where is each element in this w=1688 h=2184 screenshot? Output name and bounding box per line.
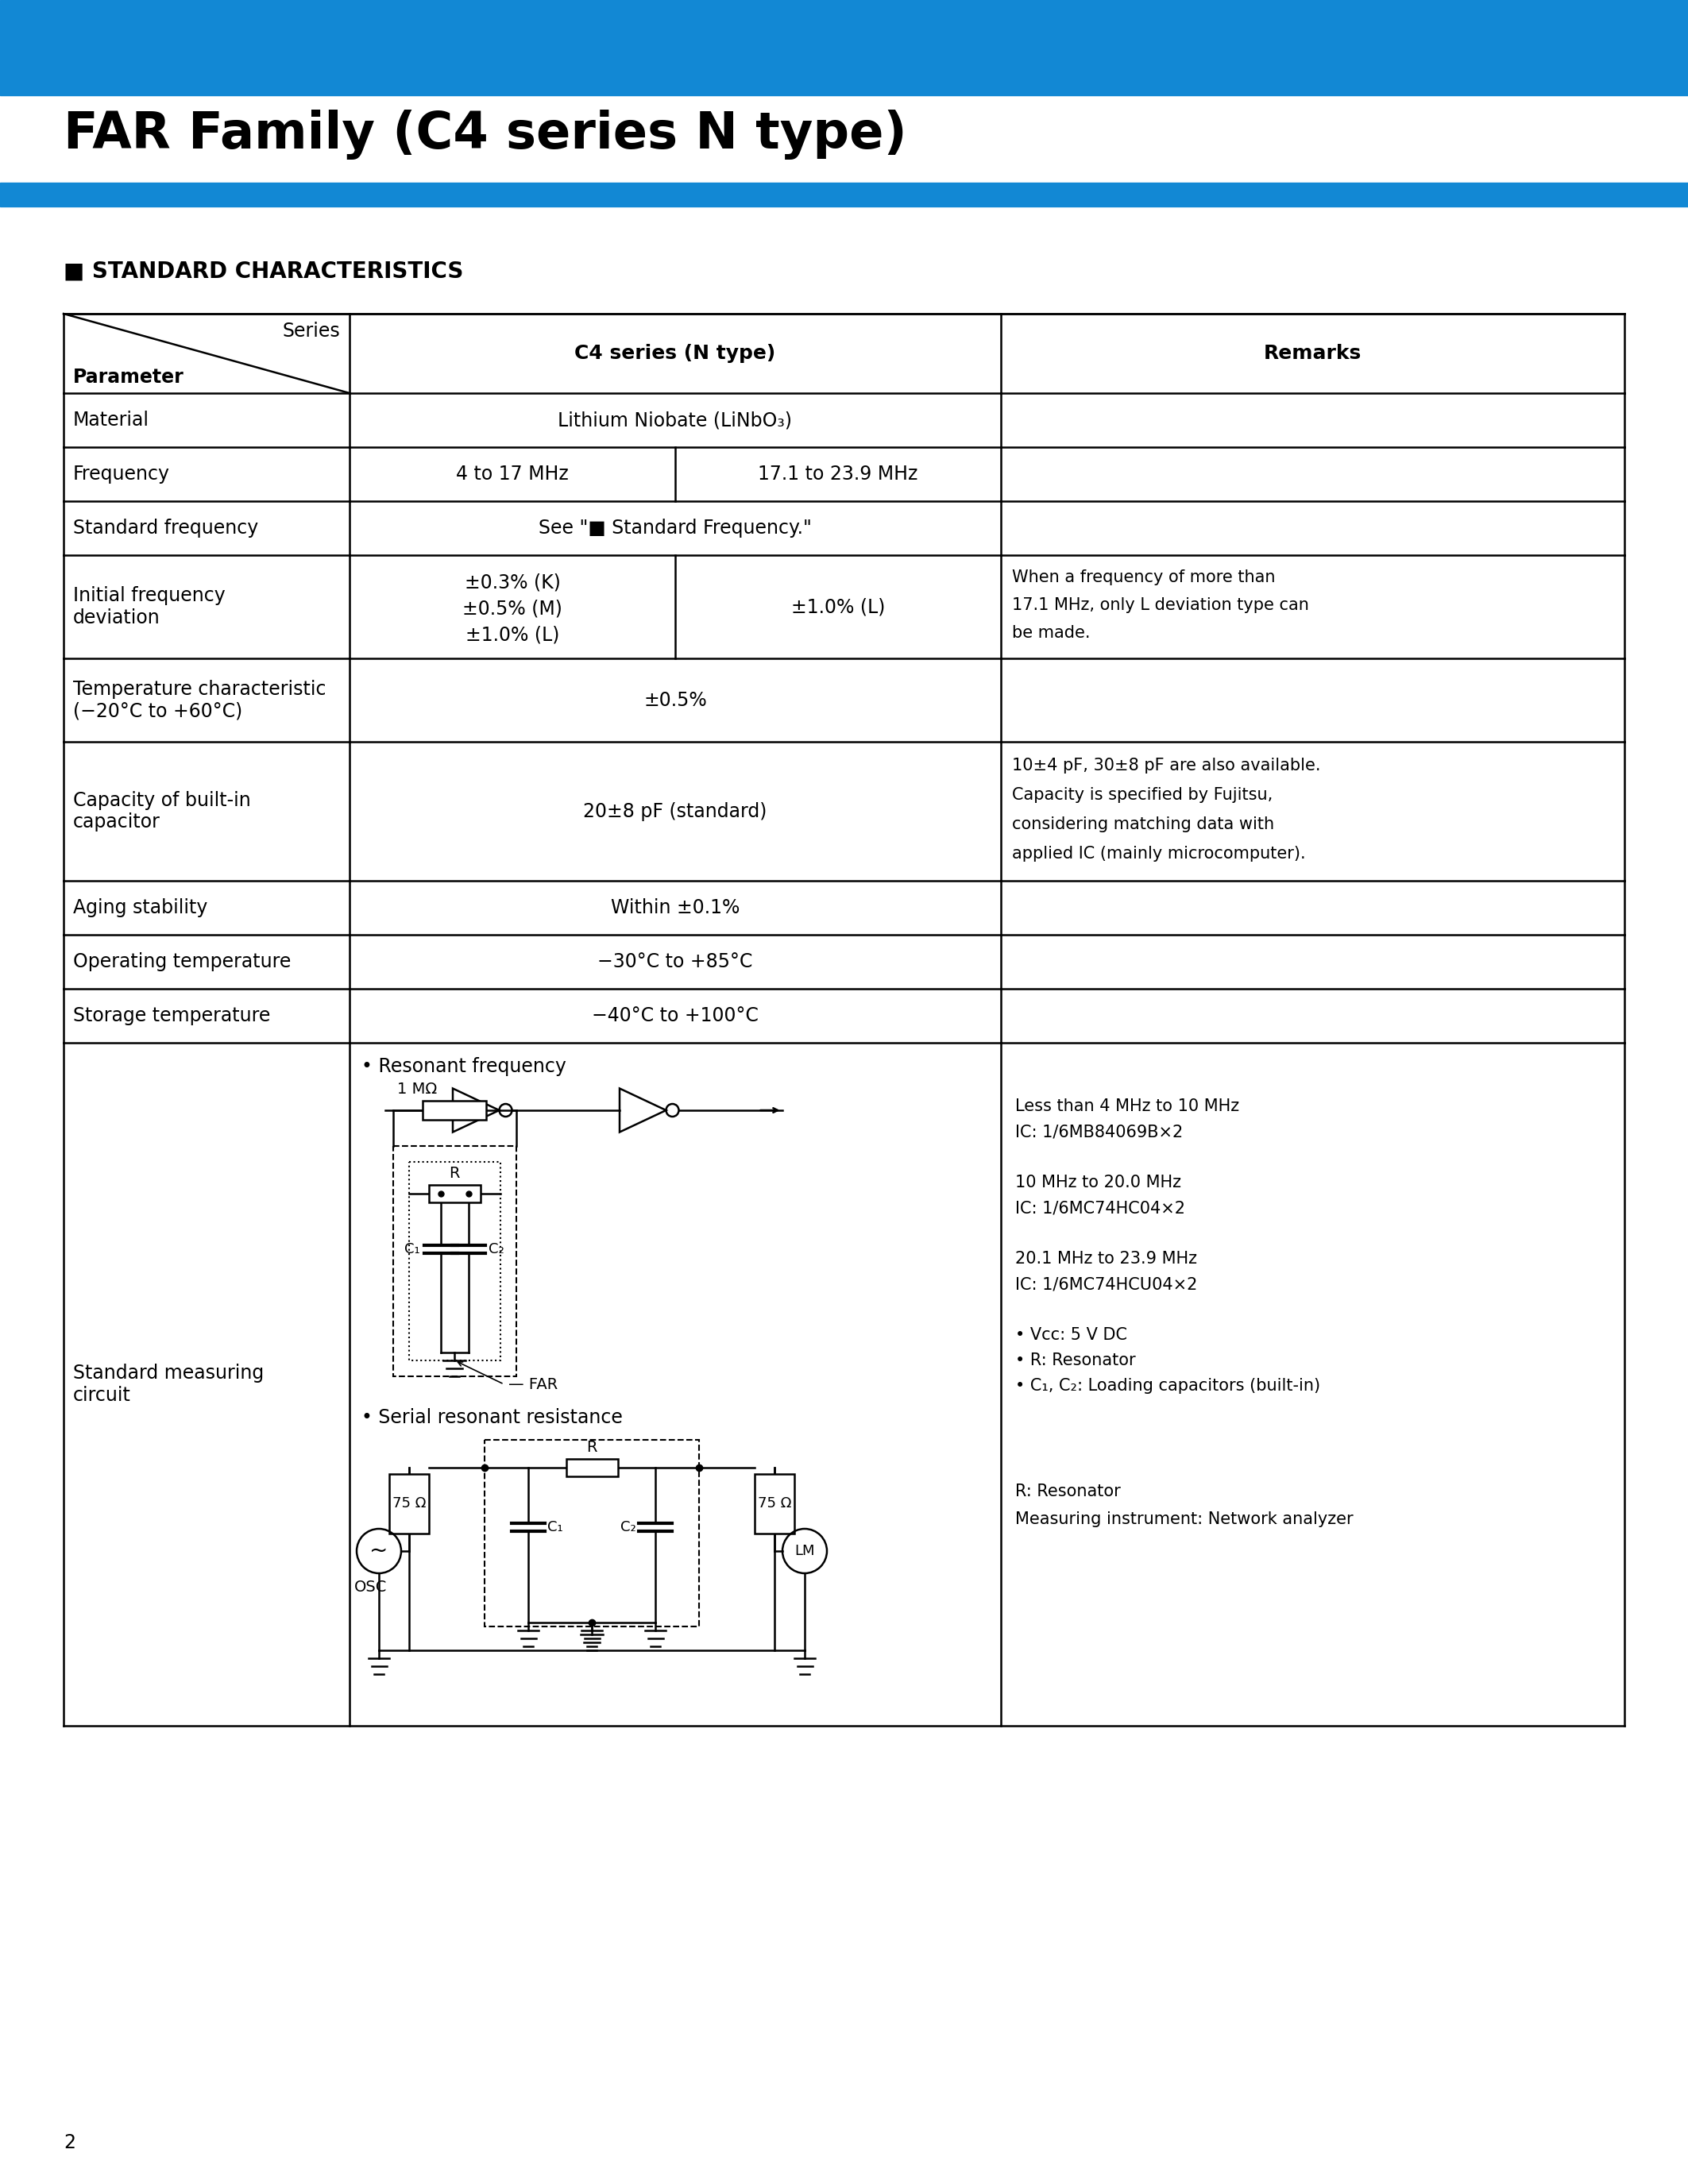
Text: considering matching data with: considering matching data with <box>1013 817 1274 832</box>
Text: C₁: C₁ <box>405 1243 420 1256</box>
Text: ±0.3% (K): ±0.3% (K) <box>464 572 560 592</box>
Text: −30°C to +85°C: −30°C to +85°C <box>598 952 753 972</box>
Text: IC: 1/6MC74HC04×2: IC: 1/6MC74HC04×2 <box>1014 1199 1185 1216</box>
Text: R: R <box>586 1439 598 1455</box>
Text: C4 series (N type): C4 series (N type) <box>574 343 776 363</box>
Text: ~: ~ <box>370 1540 388 1562</box>
Text: R: Resonator: R: Resonator <box>1014 1483 1121 1500</box>
Text: ±1.0% (L): ±1.0% (L) <box>792 596 885 616</box>
Text: C₁: C₁ <box>547 1520 564 1535</box>
Text: Standard measuring
circuit: Standard measuring circuit <box>73 1363 263 1404</box>
Text: 4 to 17 MHz: 4 to 17 MHz <box>456 465 569 483</box>
Text: Series: Series <box>282 321 339 341</box>
Text: See "■ Standard Frequency.": See "■ Standard Frequency." <box>538 518 812 537</box>
Text: • Vcc: 5 V DC: • Vcc: 5 V DC <box>1014 1328 1128 1343</box>
Text: −40°C to +100°C: −40°C to +100°C <box>592 1007 758 1024</box>
Bar <box>565 1459 618 1476</box>
Text: 20±8 pF (standard): 20±8 pF (standard) <box>584 802 766 821</box>
Bar <box>0 183 1688 207</box>
Text: FAR Family (C4 series N type): FAR Family (C4 series N type) <box>64 109 906 159</box>
Text: 17.1 MHz, only L deviation type can: 17.1 MHz, only L deviation type can <box>1013 596 1308 614</box>
Text: OSC: OSC <box>354 1579 388 1594</box>
Text: 10±4 pF, 30±8 pF are also available.: 10±4 pF, 30±8 pF are also available. <box>1013 758 1320 773</box>
Text: 20.1 MHz to 23.9 MHz: 20.1 MHz to 23.9 MHz <box>1014 1251 1197 1267</box>
Text: IC: 1/6MC74HCU04×2: IC: 1/6MC74HCU04×2 <box>1014 1275 1197 1293</box>
Text: ±1.0% (L): ±1.0% (L) <box>466 625 559 644</box>
Text: • C₁, C₂: Loading capacitors (built-in): • C₁, C₂: Loading capacitors (built-in) <box>1014 1378 1320 1393</box>
Bar <box>422 1101 486 1120</box>
Bar <box>390 1474 429 1533</box>
Text: When a frequency of more than: When a frequency of more than <box>1013 570 1276 585</box>
Text: • Serial resonant resistance: • Serial resonant resistance <box>361 1409 623 1426</box>
Text: Capacity is specified by Fujitsu,: Capacity is specified by Fujitsu, <box>1013 786 1273 804</box>
Text: applied IC (mainly microcomputer).: applied IC (mainly microcomputer). <box>1013 845 1305 863</box>
Text: 10 MHz to 20.0 MHz: 10 MHz to 20.0 MHz <box>1014 1175 1182 1190</box>
Text: Frequency: Frequency <box>73 465 170 483</box>
Bar <box>484 1439 699 1627</box>
Text: Lithium Niobate (LiNbO₃): Lithium Niobate (LiNbO₃) <box>559 411 792 430</box>
Text: IC: 1/6MB84069B×2: IC: 1/6MB84069B×2 <box>1014 1125 1183 1140</box>
Text: — FAR: — FAR <box>508 1376 557 1391</box>
Text: • R: Resonator: • R: Resonator <box>1014 1352 1136 1369</box>
Text: R: R <box>449 1166 459 1182</box>
Text: C₂: C₂ <box>621 1520 636 1535</box>
Text: Remarks: Remarks <box>1264 343 1362 363</box>
Text: 75 Ω: 75 Ω <box>758 1496 792 1511</box>
Text: ±0.5% (M): ±0.5% (M) <box>463 598 562 618</box>
Text: LM: LM <box>795 1544 815 1557</box>
Text: Storage temperature: Storage temperature <box>73 1007 270 1024</box>
Bar <box>429 1186 481 1203</box>
Bar <box>408 1162 500 1361</box>
Bar <box>755 1474 795 1533</box>
Text: • Resonant frequency: • Resonant frequency <box>361 1057 565 1077</box>
Text: ■ STANDARD CHARACTERISTICS: ■ STANDARD CHARACTERISTICS <box>64 260 464 282</box>
Text: 1 MΩ: 1 MΩ <box>397 1081 437 1096</box>
Text: Standard frequency: Standard frequency <box>73 518 258 537</box>
Text: Initial frequency
deviation: Initial frequency deviation <box>73 585 226 627</box>
Text: Parameter: Parameter <box>73 367 184 387</box>
Text: 75 Ω: 75 Ω <box>392 1496 425 1511</box>
Text: Capacity of built-in
capacitor: Capacity of built-in capacitor <box>73 791 252 832</box>
Text: Measuring instrument: Network analyzer: Measuring instrument: Network analyzer <box>1014 1511 1354 1527</box>
Text: Within ±0.1%: Within ±0.1% <box>611 898 739 917</box>
Text: 2: 2 <box>64 2134 76 2151</box>
Bar <box>0 0 1688 96</box>
Text: C₂: C₂ <box>490 1243 505 1256</box>
Text: Less than 4 MHz to 10 MHz: Less than 4 MHz to 10 MHz <box>1014 1099 1239 1114</box>
Text: Material: Material <box>73 411 149 430</box>
Text: Temperature characteristic
(−20°C to +60°C): Temperature characteristic (−20°C to +60… <box>73 679 326 721</box>
Text: 17.1 to 23.9 MHz: 17.1 to 23.9 MHz <box>758 465 918 483</box>
Text: Operating temperature: Operating temperature <box>73 952 290 972</box>
Text: be made.: be made. <box>1013 625 1090 640</box>
Text: ±0.5%: ±0.5% <box>643 690 707 710</box>
Text: Aging stability: Aging stability <box>73 898 208 917</box>
Bar <box>393 1147 517 1376</box>
